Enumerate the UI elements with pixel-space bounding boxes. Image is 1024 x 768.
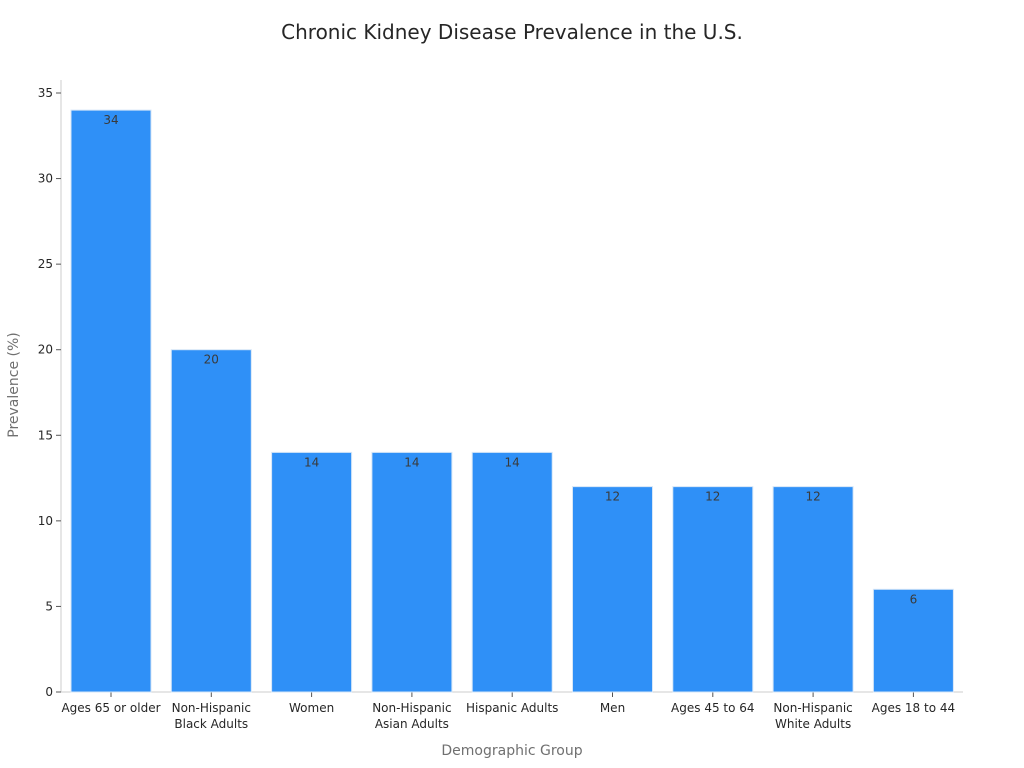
data-label: 12	[705, 490, 720, 504]
data-label: 12	[805, 490, 820, 504]
data-label: 34	[103, 113, 118, 127]
data-label: 14	[304, 455, 319, 469]
y-tick-label: 20	[38, 343, 53, 357]
category-labels-group: Ages 65 or older Non-Hispanic Black Adults…	[61, 701, 955, 731]
x-tick-label: Non-Hispanic Black Adults	[172, 701, 251, 731]
bar	[471, 451, 553, 693]
data-label: 12	[605, 490, 620, 504]
bar	[672, 486, 754, 693]
bar	[872, 588, 954, 693]
data-label: 20	[204, 353, 219, 367]
x-axis-title: Demographic Group	[441, 743, 582, 759]
y-tick-label: 25	[38, 257, 53, 271]
x-tick-label: Non-Hispanic White Adults	[773, 701, 852, 731]
data-labels-group: 34 20 14 14 14 12 12 12 6	[103, 113, 917, 606]
data-label: 14	[404, 455, 419, 469]
y-tick-label: 15	[38, 428, 53, 442]
x-tick-label: Ages 18 to 44	[872, 701, 956, 715]
x-tick-label: Women	[289, 701, 334, 715]
x-tick-label: Non-Hispanic Asian Adults	[372, 701, 451, 731]
bars-group	[70, 109, 954, 693]
x-tick-label: Ages 45 to 64	[671, 701, 755, 715]
chart-title: Chronic Kidney Disease Prevalence in the…	[281, 20, 743, 44]
bar	[271, 451, 353, 693]
bar	[70, 109, 152, 693]
data-label: 6	[910, 592, 918, 606]
bar	[572, 486, 653, 693]
y-tick-label: 0	[45, 685, 53, 699]
x-tick-label: Hispanic Adults	[466, 701, 558, 715]
data-label: 14	[505, 455, 520, 469]
x-tick-label: Ages 65 or older	[61, 701, 160, 715]
bar	[170, 349, 252, 693]
y-axis: 0 5 10 15 20 25 30 35	[38, 80, 62, 699]
bar	[772, 486, 854, 693]
y-tick-label: 30	[38, 172, 53, 186]
y-axis-title: Prevalence (%)	[6, 332, 22, 438]
y-tick-label: 5	[45, 599, 53, 613]
y-tick-label: 35	[38, 86, 53, 100]
x-tick-label: Men	[600, 701, 625, 715]
y-tick-label: 10	[38, 514, 53, 528]
bar	[371, 451, 453, 693]
x-axis	[61, 691, 963, 697]
